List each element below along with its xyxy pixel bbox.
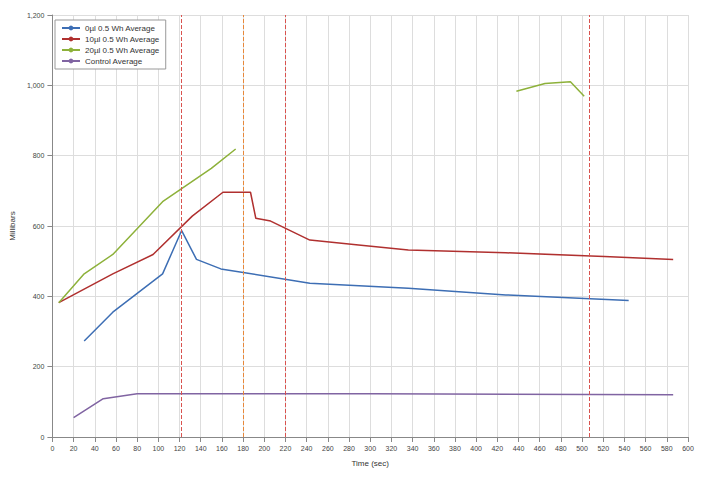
svg-text:10µl 0.5 Wh Average: 10µl 0.5 Wh Average xyxy=(85,35,160,44)
svg-text:0µl 0.5 Wh Average: 0µl 0.5 Wh Average xyxy=(85,24,155,33)
svg-text:600: 600 xyxy=(33,223,45,230)
svg-text:0: 0 xyxy=(41,434,45,441)
svg-text:160: 160 xyxy=(216,445,228,452)
svg-text:560: 560 xyxy=(640,445,652,452)
svg-text:80: 80 xyxy=(133,445,141,452)
svg-text:Millibars: Millibars xyxy=(8,211,17,240)
svg-text:400: 400 xyxy=(33,293,45,300)
svg-text:180: 180 xyxy=(237,445,249,452)
svg-text:260: 260 xyxy=(322,445,334,452)
svg-text:Time (sec): Time (sec) xyxy=(351,459,389,468)
svg-text:340: 340 xyxy=(407,445,419,452)
svg-text:200: 200 xyxy=(258,445,270,452)
svg-text:1,200: 1,200 xyxy=(27,12,45,19)
svg-text:800: 800 xyxy=(33,152,45,159)
svg-text:200: 200 xyxy=(33,363,45,370)
svg-text:320: 320 xyxy=(386,445,398,452)
svg-text:460: 460 xyxy=(534,445,546,452)
svg-text:400: 400 xyxy=(470,445,482,452)
svg-text:40: 40 xyxy=(91,445,99,452)
svg-text:60: 60 xyxy=(112,445,120,452)
svg-text:0: 0 xyxy=(50,445,54,452)
svg-text:580: 580 xyxy=(661,445,673,452)
svg-text:120: 120 xyxy=(174,445,186,452)
svg-text:140: 140 xyxy=(195,445,207,452)
svg-text:520: 520 xyxy=(597,445,609,452)
svg-text:Control Average: Control Average xyxy=(85,57,143,66)
svg-text:440: 440 xyxy=(513,445,525,452)
svg-text:20: 20 xyxy=(70,445,78,452)
svg-text:600: 600 xyxy=(682,445,694,452)
svg-text:360: 360 xyxy=(428,445,440,452)
svg-text:380: 380 xyxy=(449,445,461,452)
svg-text:20µl 0.5 Wh Average: 20µl 0.5 Wh Average xyxy=(85,46,160,55)
svg-text:300: 300 xyxy=(364,445,376,452)
svg-text:220: 220 xyxy=(280,445,292,452)
svg-text:240: 240 xyxy=(301,445,313,452)
svg-text:420: 420 xyxy=(491,445,503,452)
svg-text:100: 100 xyxy=(153,445,165,452)
svg-text:480: 480 xyxy=(555,445,567,452)
svg-text:280: 280 xyxy=(343,445,355,452)
svg-text:500: 500 xyxy=(576,445,588,452)
svg-text:1,000: 1,000 xyxy=(27,82,45,89)
svg-text:540: 540 xyxy=(619,445,631,452)
